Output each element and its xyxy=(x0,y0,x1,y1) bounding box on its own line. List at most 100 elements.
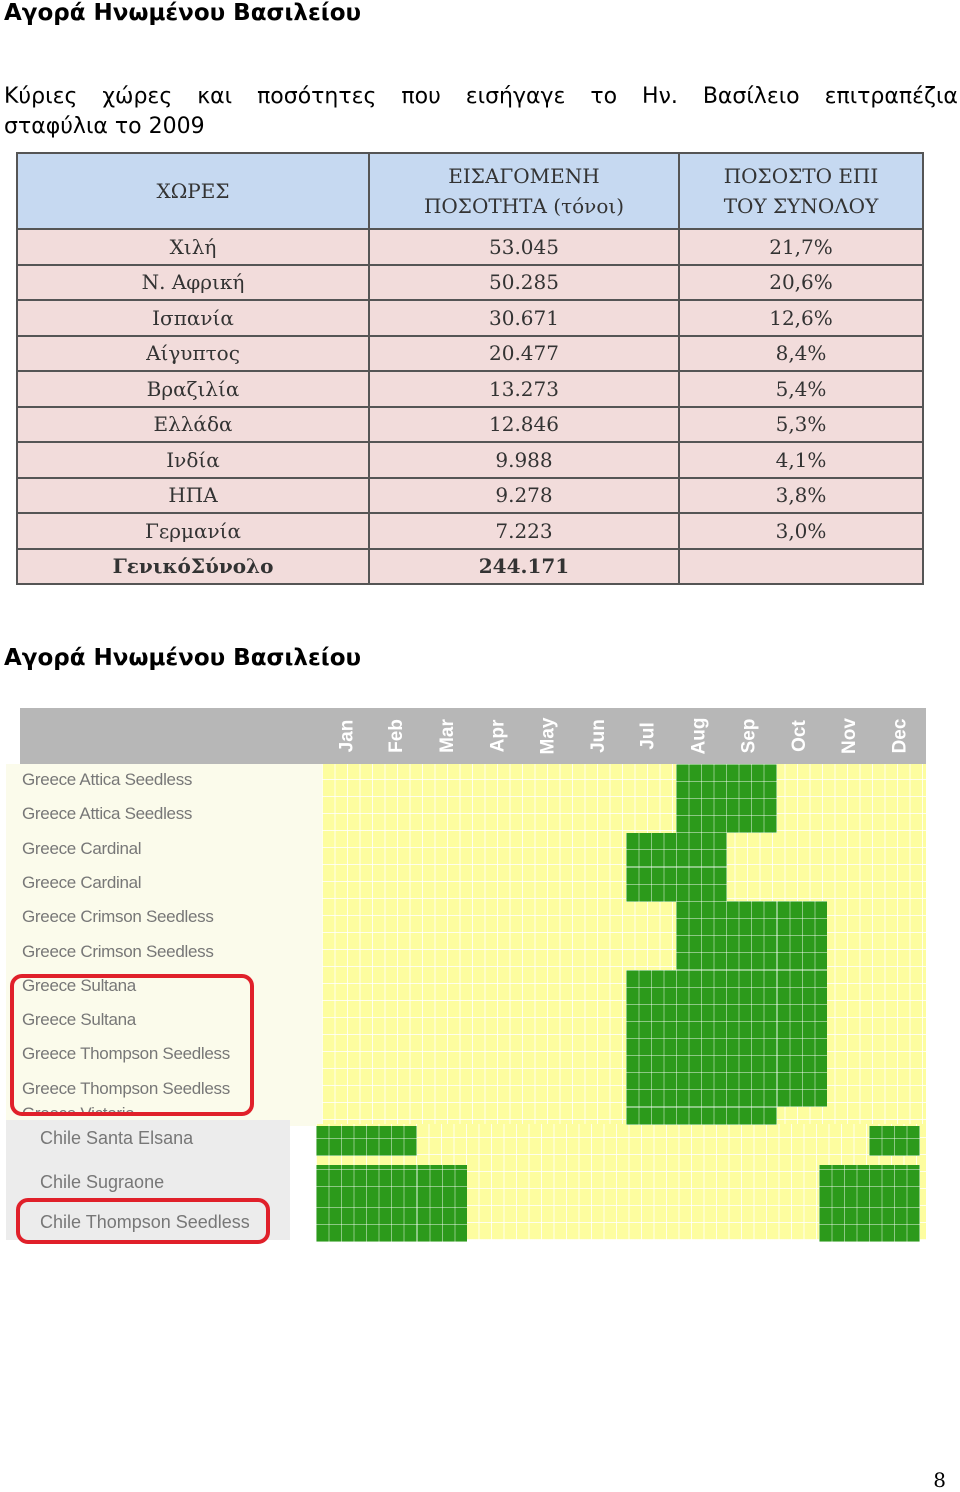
month-label: Apr xyxy=(475,708,521,764)
greece-label-panel xyxy=(6,764,322,1126)
variety-label: Greece Sultana xyxy=(22,1010,136,1030)
availability-cell xyxy=(625,1107,677,1125)
share-cell: 5,3% xyxy=(678,405,924,443)
intro-word: ποσότητες xyxy=(257,84,377,109)
availability-cell xyxy=(625,969,677,1005)
month-label-text: Oct xyxy=(788,720,810,752)
availability-cell xyxy=(366,1203,418,1242)
quantity-cell: 244.171 xyxy=(368,547,680,585)
intro-word: εισήγαγε xyxy=(465,84,566,109)
availability-cell xyxy=(366,1126,418,1156)
availability-cell xyxy=(869,1164,921,1204)
month-label: Dec xyxy=(877,708,923,764)
variety-label: Greece Victoria xyxy=(22,1105,135,1115)
month-label: Nov xyxy=(827,708,873,764)
table-row: Βραζιλία 13.273 5,4% xyxy=(16,370,924,408)
variety-label: Greece Crimson Seedless xyxy=(22,941,214,961)
intro-line-2: σταφύλια το 2009 xyxy=(4,114,205,139)
intro-word: που xyxy=(401,84,441,109)
share-cell: 12,6% xyxy=(678,299,924,337)
table-row: Χιλή 53.045 21,7% xyxy=(16,228,924,266)
table-header-cell: ΧΩΡΕΣ xyxy=(16,152,370,230)
table-header-cell: ΠΟΣΟΣΤΟ ΕΠΙ ΤΟΥ ΣΥΝΟΛΟΥ xyxy=(678,152,924,230)
availability-cell xyxy=(676,1107,727,1125)
availability-cell xyxy=(625,1004,677,1039)
share-cell: 21,7% xyxy=(678,228,924,266)
quantity-cell: 7.223 xyxy=(368,512,680,550)
month-label-text: Sep xyxy=(738,718,760,754)
country-cell: Βραζιλία xyxy=(16,370,370,408)
availability-cell xyxy=(726,764,778,799)
month-label: Aug xyxy=(676,708,722,764)
availability-cell xyxy=(869,1126,921,1156)
intro-word: επιτραπέζια xyxy=(824,84,958,109)
month-label-text: Mar xyxy=(436,719,458,753)
availability-cell xyxy=(726,1107,778,1125)
month-label: Jul xyxy=(626,708,672,764)
table-row: Ν. Αφρική 50.285 20,6% xyxy=(16,263,924,301)
month-label: Mar xyxy=(425,708,471,764)
intro-line-1: Κύριες χώρες και ποσότητες που εισήγαγε το Ην. Β… xyxy=(4,82,958,112)
availability-cell xyxy=(776,1004,828,1039)
share-cell: 8,4% xyxy=(678,334,924,372)
intro-word: Βασίλειο xyxy=(702,84,800,109)
availability-cell xyxy=(726,1038,778,1074)
variety-label: Greece Sultana xyxy=(22,975,136,995)
share-cell: 4,1% xyxy=(678,441,924,479)
availability-cell xyxy=(776,1072,828,1108)
header-line: ΕΙΣΑΓΟΜΕΝΗ xyxy=(448,164,600,188)
availability-cell xyxy=(316,1164,367,1204)
import-table: ΧΩΡΕΣ ΕΙΣΑΓΟΜΕΝΗ ΠΟΣΟΤΗΤΑ (τόνοι) ΠΟΣΟΣΤΟ Ε… xyxy=(16,152,924,585)
variety-label: Greece Cardinal xyxy=(22,872,142,892)
table-body: Χιλή 53.045 21,7% Ν. Αφρική 50.285 20,6% Ισπαν… xyxy=(16,228,924,585)
month-label-text: Dec xyxy=(889,718,911,754)
availability-cell xyxy=(676,832,727,868)
availability-cell xyxy=(625,1072,677,1108)
availability-cell xyxy=(776,901,828,936)
availability-cell xyxy=(625,832,677,868)
availability-cell xyxy=(676,764,727,799)
month-label: Feb xyxy=(374,708,420,764)
share-cell: 5,4% xyxy=(678,370,924,408)
country-cell: Ελλάδα xyxy=(16,405,370,443)
country-cell: Ν. Αφρική xyxy=(16,263,370,301)
availability-cell xyxy=(676,969,727,1005)
share-cell: 20,6% xyxy=(678,263,924,301)
intro-word: χώρες xyxy=(102,84,173,109)
availability-cell xyxy=(726,969,778,1005)
header-line: ΧΩΡΕΣ xyxy=(156,179,230,203)
header-line: ΤΟΥ ΣΥΝΟΛΟΥ xyxy=(723,194,879,218)
availability-cell xyxy=(676,901,727,936)
variety-label: Greece Thompson Seedless xyxy=(22,1044,230,1064)
month-label-text: Aug xyxy=(688,717,710,755)
availability-cell xyxy=(726,798,778,834)
country-cell: Χιλή xyxy=(16,228,370,266)
availability-cell xyxy=(776,1038,828,1074)
share-cell: 3,8% xyxy=(678,476,924,514)
variety-label: Greece Attica Seedless xyxy=(22,804,193,824)
availability-cell xyxy=(416,1203,468,1242)
availability-cell xyxy=(819,1203,870,1242)
variety-label: Greece Crimson Seedless xyxy=(22,907,214,927)
month-label-text: Jan xyxy=(336,719,357,753)
page-heading: Αγορά Ηνωμένου Βασιλείου xyxy=(4,0,362,26)
table-header-cell: ΕΙΣΑΓΟΜΕΝΗ ΠΟΣΟΤΗΤΑ (τόνοι) xyxy=(368,152,680,230)
variety-label: Chile Sugraone xyxy=(40,1172,165,1192)
availability-cell xyxy=(726,901,778,936)
section-heading: Αγορά Ηνωμένου Βασιλείου xyxy=(4,645,362,671)
table-row: Ελλάδα 12.846 5,3% xyxy=(16,405,924,443)
month-label: Oct xyxy=(777,708,823,764)
country-cell: ΓενικόΣύνολο xyxy=(16,547,370,585)
table-row: ΓενικόΣύνολο 244.171 xyxy=(16,547,924,585)
quantity-cell: 53.045 xyxy=(368,228,680,266)
country-cell: Ισπανία xyxy=(16,299,370,337)
table-header-row: ΧΩΡΕΣ ΕΙΣΑΓΟΜΕΝΗ ΠΟΣΟΤΗΤΑ (τόνοι) ΠΟΣΟΣΤΟ Ε… xyxy=(16,152,924,230)
availability-cell xyxy=(776,969,828,1005)
intro-paragraph: Κύριες χώρες και ποσότητες που εισήγαγε το Ην. Β… xyxy=(4,82,958,142)
share-cell xyxy=(678,547,924,585)
country-cell: Ινδία xyxy=(16,441,370,479)
chile-label-panel xyxy=(6,1120,290,1240)
supply-calendar: Jan Feb Mar Apr May Jun Jul Aug Sep Oct Nov Dec Gree… xyxy=(6,700,926,1260)
header-line: ΠΟΣΟΣΤΟ ΕΠΙ xyxy=(723,164,879,188)
availability-cell xyxy=(726,1004,778,1039)
